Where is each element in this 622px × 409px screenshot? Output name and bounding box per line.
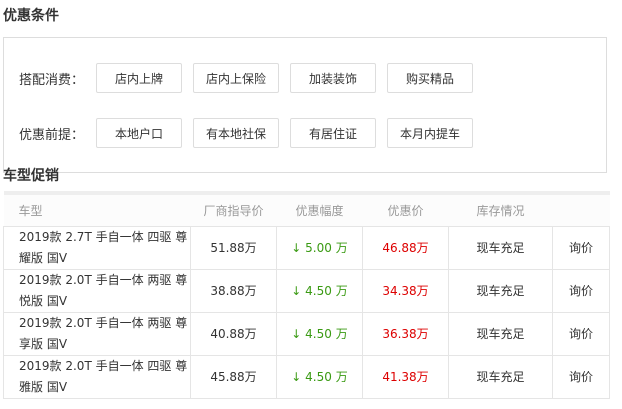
header-msrp: 厂商指导价 (190, 192, 277, 227)
header-stock: 库存情况 (448, 192, 553, 227)
discount-cell: ↓ 4.50 万 (276, 269, 363, 313)
condition-tag[interactable]: 加装装饰 (290, 63, 376, 93)
price-cell: 34.38万 (362, 269, 449, 313)
price-cell: 41.38万 (362, 355, 449, 399)
conditions-title: 优惠条件 (3, 8, 59, 24)
header-price: 优惠价 (362, 192, 449, 227)
condition-tag[interactable]: 有居住证 (290, 118, 376, 148)
header-discount: 优惠幅度 (276, 192, 363, 227)
inquire-button[interactable]: 询价 (552, 226, 610, 270)
msrp-cell: 40.88万 (190, 312, 277, 356)
model-cell: 2019款 2.0T 手自一体 两驱 尊悦版 国V (3, 269, 191, 313)
inquire-button[interactable]: 询价 (552, 269, 610, 313)
inquire-button[interactable]: 询价 (552, 312, 610, 356)
condition-label: 搭配消费： (19, 72, 85, 88)
model-cell: 2019款 2.0T 手自一体 四驱 尊雅版 国V (3, 355, 191, 399)
discount-cell: ↓ 4.50 万 (276, 312, 363, 356)
msrp-cell: 45.88万 (190, 355, 277, 399)
header-model: 车型 (3, 192, 191, 227)
inquire-button[interactable]: 询价 (552, 355, 610, 399)
condition-tag[interactable]: 店内上保险 (193, 63, 279, 93)
condition-tag[interactable]: 店内上牌 (96, 63, 182, 93)
stock-cell: 现车充足 (448, 312, 553, 356)
model-cell: 2019款 2.7T 手自一体 四驱 尊耀版 国V (3, 226, 191, 270)
promo-title: 车型促销 (3, 168, 59, 184)
condition-label: 优惠前提： (19, 127, 85, 143)
conditions-box: 搭配消费： 店内上牌 店内上保险 加装装饰 购买精品 优惠前提： 本地户口 有本… (3, 37, 607, 173)
msrp-cell: 51.88万 (190, 226, 277, 270)
stock-cell: 现车充足 (448, 355, 553, 399)
stock-cell: 现车充足 (448, 226, 553, 270)
condition-row-prerequisite: 优惠前提： 本地户口 有本地社保 有居住证 本月内提车 (19, 118, 484, 148)
discount-cell: ↓ 4.50 万 (276, 355, 363, 399)
header-action (552, 192, 610, 227)
promo-table: 车型 厂商指导价 优惠幅度 优惠价 库存情况 2019款 2.7T 手自一体 四… (3, 191, 610, 399)
condition-tag[interactable]: 本地户口 (96, 118, 182, 148)
discount-cell: ↓ 5.00 万 (276, 226, 363, 270)
price-cell: 36.38万 (362, 312, 449, 356)
table-header: 车型 厂商指导价 优惠幅度 优惠价 库存情况 (3, 192, 610, 227)
stock-cell: 现车充足 (448, 269, 553, 313)
condition-tag[interactable]: 购买精品 (387, 63, 473, 93)
condition-row-consumption: 搭配消费： 店内上牌 店内上保险 加装装饰 购买精品 (19, 63, 484, 93)
price-cell: 46.88万 (362, 226, 449, 270)
msrp-cell: 38.88万 (190, 269, 277, 313)
condition-tag[interactable]: 本月内提车 (387, 118, 473, 148)
model-cell: 2019款 2.0T 手自一体 两驱 尊享版 国V (3, 312, 191, 356)
condition-tag[interactable]: 有本地社保 (193, 118, 279, 148)
